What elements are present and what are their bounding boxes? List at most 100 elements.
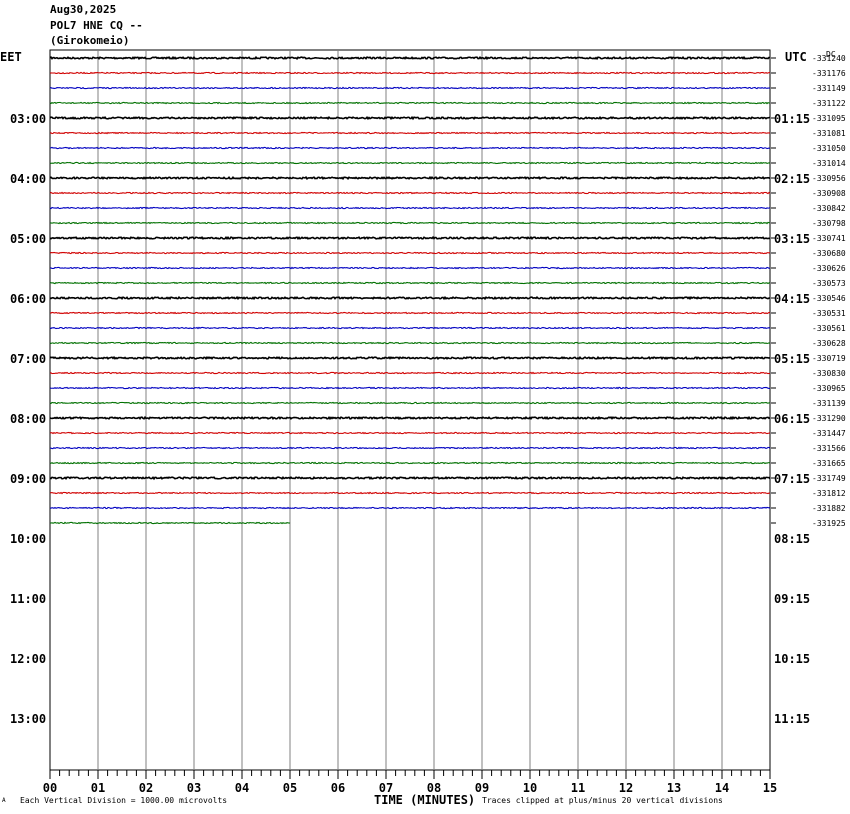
seismic-trace	[49, 506, 771, 510]
dc-offset-label: -331812	[812, 489, 846, 498]
seismic-trace	[49, 55, 771, 61]
x-tick-label: 09	[475, 781, 489, 795]
dc-offset-label: -331122	[812, 99, 846, 108]
x-tick-label: 13	[667, 781, 681, 795]
x-tick-label: 07	[379, 781, 393, 795]
seismic-trace	[49, 475, 771, 481]
dc-offset-label: -331665	[812, 459, 846, 468]
seismic-trace	[49, 221, 771, 225]
scale-note: Each Vertical Division = 1000.00 microvo…	[20, 796, 228, 805]
seismic-trace	[49, 415, 771, 421]
right-hour-label: 02:15	[774, 172, 810, 186]
dc-offset-label: -331081	[812, 129, 846, 138]
right-hour-label: 10:15	[774, 652, 810, 666]
seismic-trace	[49, 355, 771, 361]
x-tick-label: 10	[523, 781, 537, 795]
x-tick-label: 08	[427, 781, 441, 795]
left-hour-label: 11:00	[10, 592, 46, 606]
x-tick-label: 01	[91, 781, 105, 795]
x-tick-label: 15	[763, 781, 777, 795]
right-hour-label: 09:15	[774, 592, 810, 606]
x-tick-label: 06	[331, 781, 345, 795]
right-hour-label: 03:15	[774, 232, 810, 246]
seismic-trace	[49, 491, 771, 495]
right-hour-label: 01:15	[774, 112, 810, 126]
seismic-trace	[49, 191, 771, 195]
x-tick-label: 02	[139, 781, 153, 795]
dc-offset-label: -331139	[812, 399, 846, 408]
seismic-trace	[49, 101, 771, 105]
x-axis-title: TIME (MINUTES)	[374, 793, 476, 807]
right-hour-label: 08:15	[774, 532, 810, 546]
dc-offset-label: -331095	[812, 114, 846, 123]
seismic-trace	[49, 175, 771, 181]
seismic-trace	[49, 295, 771, 301]
dc-offset-label: -331447	[812, 429, 846, 438]
seismic-trace	[49, 401, 771, 405]
x-tick-label: 04	[235, 781, 249, 795]
left-hour-label: 04:00	[10, 172, 46, 186]
x-tick-label: 12	[619, 781, 633, 795]
seismic-trace	[49, 235, 771, 241]
seismic-trace	[49, 341, 771, 345]
seismic-trace	[49, 115, 771, 121]
x-tick-label: 05	[283, 781, 297, 795]
left-hour-label: 09:00	[10, 472, 46, 486]
right-timezone-label: UTC	[785, 50, 807, 64]
dc-offset-label: -331176	[812, 69, 846, 78]
dc-offset-label: -331149	[812, 84, 846, 93]
dc-offset-label: -330741	[812, 234, 846, 243]
dc-offset-label: -331050	[812, 144, 846, 153]
dc-offset-label: -330908	[812, 189, 846, 198]
dc-offset-label: -330719	[812, 354, 846, 363]
dc-offset-label: -331290	[812, 414, 846, 423]
dc-offset-label: -331566	[812, 444, 846, 453]
seismic-trace	[49, 251, 771, 255]
left-hour-label: 08:00	[10, 412, 46, 426]
dc-offset-label: -330842	[812, 204, 846, 213]
dc-offset-label: -330573	[812, 279, 846, 288]
seismic-trace	[49, 461, 771, 465]
dc-offset-label: -330546	[812, 294, 846, 303]
left-hour-label: 10:00	[10, 532, 46, 546]
dc-offset-label: -331749	[812, 474, 846, 483]
seismic-trace	[49, 431, 771, 435]
left-hour-label: 12:00	[10, 652, 46, 666]
corner-mark: A	[2, 797, 6, 804]
dc-offset-label: -331240	[812, 54, 846, 63]
seismic-trace	[49, 131, 770, 135]
seismic-trace	[49, 311, 771, 315]
dc-offset-label: -331925	[812, 519, 846, 528]
right-hour-label: 06:15	[774, 412, 810, 426]
dc-offset-label: -330531	[812, 309, 846, 318]
x-tick-label: 03	[187, 781, 201, 795]
dc-label: DC	[826, 50, 836, 59]
clip-note: Traces clipped at plus/minus 20 vertical…	[482, 796, 723, 805]
left-hour-label: 05:00	[10, 232, 46, 246]
seismic-trace	[49, 281, 771, 285]
seismic-trace	[49, 206, 771, 210]
right-hour-label: 11:15	[774, 712, 810, 726]
dc-offset-label: -330626	[812, 264, 846, 273]
left-hour-label: 06:00	[10, 292, 46, 306]
dc-offset-label: -330680	[812, 249, 846, 258]
seismic-trace	[49, 446, 771, 450]
seismic-trace	[49, 386, 771, 390]
dc-offset-label: -330830	[812, 369, 846, 378]
seismic-trace	[49, 146, 771, 150]
seismic-trace	[49, 161, 771, 165]
dc-offset-label: -330956	[812, 174, 846, 183]
seismic-trace	[49, 521, 291, 525]
station-location: (Girokomeio)	[50, 34, 130, 47]
right-hour-label: 07:15	[774, 472, 810, 486]
dc-offset-label: -330798	[812, 219, 846, 228]
seismic-trace	[49, 266, 771, 270]
seismic-trace	[49, 326, 771, 330]
seismic-trace	[49, 71, 771, 75]
x-tick-label: 14	[715, 781, 729, 795]
plot-date: Aug30,2025	[50, 3, 117, 16]
x-tick-label: 11	[571, 781, 585, 795]
dc-offset-label: -330628	[812, 339, 846, 348]
seismic-trace	[49, 371, 771, 375]
